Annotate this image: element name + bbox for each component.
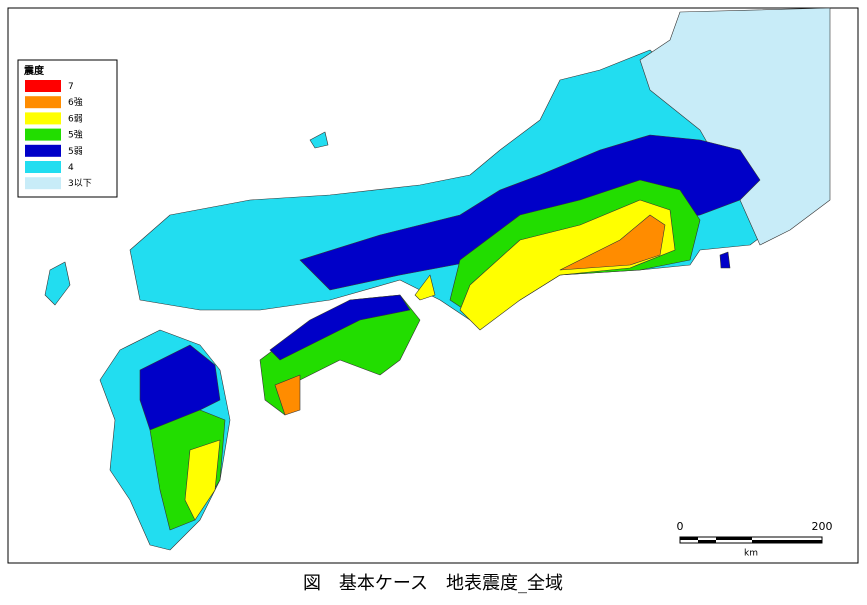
legend-label: 5強 [68, 129, 83, 141]
legend-swatch [25, 144, 61, 157]
legend-swatch [25, 177, 61, 190]
legend-label: 5弱 [68, 146, 83, 157]
scale-segment [680, 537, 698, 540]
legend-label: 6弱 [68, 113, 83, 124]
map [44, 7, 831, 551]
region [559, 214, 666, 271]
region [44, 261, 71, 306]
scale-segment [752, 540, 822, 543]
legend: 震度 7 6強 6弱 5強 5弱 4 3以下 [17, 59, 118, 198]
legend-swatch [25, 112, 61, 125]
legend-swatch [25, 161, 61, 173]
legend-label: 6強 [68, 96, 83, 108]
scale-segment [698, 540, 716, 543]
scale-unit: km [744, 549, 758, 559]
region [719, 251, 731, 269]
region [459, 199, 676, 331]
legend-swatch [25, 80, 61, 92]
region [184, 439, 221, 521]
scale-bar: 0 200 km [677, 520, 833, 559]
region [414, 274, 436, 301]
region [269, 294, 411, 361]
scale-end: 200 [812, 520, 833, 533]
scale-start: 0 [677, 520, 684, 533]
region [274, 374, 301, 416]
legend-label: 4 [68, 163, 74, 173]
region [309, 131, 329, 149]
legend-title: 震度 [24, 64, 45, 77]
scale-segment [716, 537, 752, 540]
legend-swatch [25, 128, 61, 141]
caption: 図 基本ケース 地表震度_全域 [303, 573, 563, 594]
legend-items: 7 6強 6弱 5強 5弱 4 3以下 [25, 80, 92, 190]
legend-label: 3以下 [68, 179, 92, 189]
legend-label: 7 [68, 82, 74, 92]
legend-swatch [25, 96, 61, 109]
